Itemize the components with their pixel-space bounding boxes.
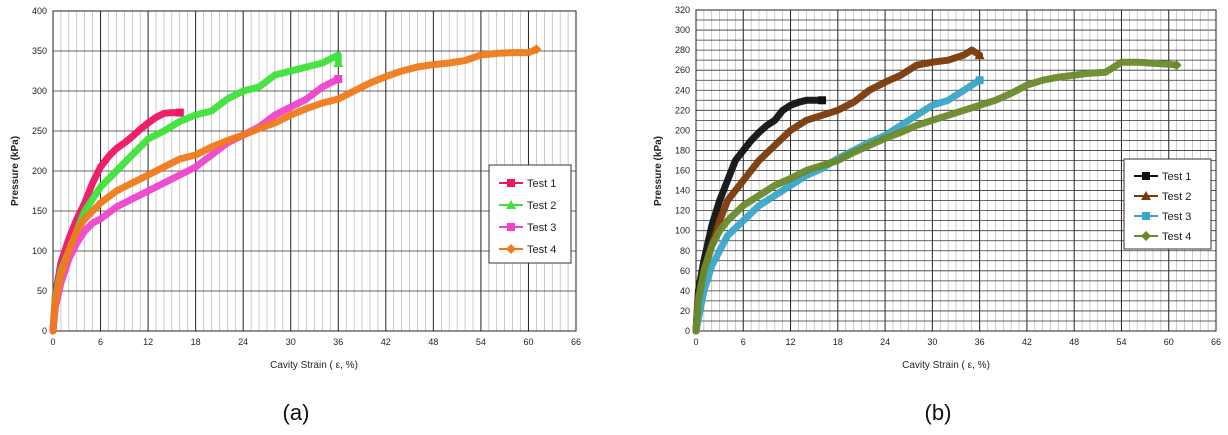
legend-label: Test 2 [1162, 191, 1191, 203]
panel-label-b: (b) [925, 400, 952, 425]
legend-marker [507, 179, 515, 187]
y-tick-label: 300 [675, 25, 690, 35]
x-tick-label: 12 [143, 337, 153, 347]
series-end-marker [531, 44, 542, 55]
legend-marker [506, 200, 516, 209]
y-tick-label: 150 [32, 206, 47, 216]
series-group [49, 44, 542, 335]
series-line-test-1 [49, 109, 184, 335]
series-end-marker [818, 96, 827, 105]
series-line-test-1 [692, 96, 826, 335]
y-tick-label: 100 [32, 246, 47, 256]
series-group [692, 46, 1182, 335]
series-line-test-3 [49, 75, 342, 335]
x-tick-label: 36 [975, 337, 985, 347]
legend-box [488, 164, 572, 264]
y-tick-label: 140 [675, 186, 690, 196]
series-end-marker [333, 58, 344, 67]
legend-label: Test 3 [527, 222, 556, 234]
legend-marker [1141, 191, 1151, 200]
legend-box [1123, 158, 1212, 250]
series-line-test-4 [692, 58, 1181, 335]
chart-panel-b: 0 6 12 18 24 30 36 42 48 54 60 66 0 20 40 60 80 100 120 140… [653, 5, 1221, 371]
y-tick-label: 50 [37, 286, 47, 296]
y-tick-label: 280 [675, 45, 690, 55]
y-tick-label: 160 [675, 166, 690, 176]
legend-label: Test 4 [1162, 231, 1191, 243]
legend: Test 1 Test 2 Test 3 Test 4 [1123, 158, 1212, 250]
legend-marker [1142, 212, 1150, 220]
series-line-test-4 [49, 45, 540, 335]
legend-label: Test 2 [527, 200, 556, 212]
plot-border [52, 10, 577, 332]
x-tick-label: 30 [927, 337, 937, 347]
x-tick-label: 30 [286, 337, 296, 347]
chart-panel-a: 0 6 12 18 24 30 36 42 48 54 60 66 0 50 100 150 200 250 300… [10, 6, 581, 371]
x-tick-label: 54 [1116, 337, 1126, 347]
legend-label: Test 1 [527, 178, 556, 190]
y-axis-title: Pressure (kPa) [10, 136, 21, 206]
x-tick-label: 60 [523, 337, 533, 347]
y-tick-label: 250 [32, 126, 47, 136]
y-tick-label: 100 [675, 226, 690, 236]
y-tick-label: 200 [32, 166, 47, 176]
x-tick-label: 24 [880, 337, 890, 347]
y-tick-label: 0 [42, 326, 47, 336]
x-axis-title: Cavity Strain ( ε, %) [902, 360, 990, 371]
x-tick-label: 66 [1211, 337, 1221, 347]
x-tick-label: 42 [1022, 337, 1032, 347]
legend-marker [507, 223, 515, 231]
x-tick-label: 6 [98, 337, 103, 347]
legend-marker [1141, 231, 1151, 241]
y-tick-label: 120 [675, 206, 690, 216]
y-tick-label: 320 [675, 5, 690, 15]
x-tick-label: 0 [693, 337, 698, 347]
y-tick-label: 180 [675, 145, 690, 155]
series-end-marker [1171, 60, 1182, 71]
legend-label: Test 3 [1162, 211, 1191, 223]
x-axis-title: Cavity Strain ( ε, %) [270, 360, 358, 371]
x-tick-label: 36 [333, 337, 343, 347]
series-end-marker [975, 76, 984, 85]
y-tick-label: 260 [675, 65, 690, 75]
legend: Test 1 Test 2 Test 3 Test 4 [488, 164, 572, 264]
series-end-marker [334, 75, 343, 83]
x-tick-label: 42 [381, 337, 391, 347]
y-tick-label: 80 [680, 246, 690, 256]
y-tick-label: 350 [32, 46, 47, 56]
y-tick-label: 300 [32, 86, 47, 96]
x-tick-label: 54 [476, 337, 486, 347]
y-tick-label: 240 [675, 85, 690, 95]
series-end-marker [974, 50, 985, 60]
legend-label: Test 4 [527, 244, 556, 256]
y-axis-title: Pressure (kPa) [653, 136, 664, 206]
plot-border [695, 9, 1217, 332]
legend-marker [1142, 172, 1150, 180]
y-tick-label: 20 [680, 306, 690, 316]
y-tick-label: 60 [680, 266, 690, 276]
x-tick-label: 0 [50, 337, 55, 347]
x-tick-label: 12 [786, 337, 796, 347]
x-tick-label: 24 [238, 337, 248, 347]
legend-label: Test 1 [1162, 171, 1191, 183]
y-tick-label: 0 [685, 326, 690, 336]
panel-label-a: (a) [283, 400, 310, 425]
series-end-marker [175, 108, 184, 117]
x-tick-label: 48 [1069, 337, 1079, 347]
y-tick-label: 400 [32, 6, 47, 16]
x-tick-label: 6 [741, 337, 746, 347]
x-tick-label: 18 [191, 337, 201, 347]
y-tick-label: 220 [675, 105, 690, 115]
grid [695, 9, 1217, 332]
x-tick-label: 60 [1164, 337, 1174, 347]
x-tick-label: 66 [571, 337, 581, 347]
y-tick-label: 200 [675, 125, 690, 135]
y-tick-label: 40 [680, 286, 690, 296]
legend-marker [506, 244, 516, 254]
x-tick-label: 48 [428, 337, 438, 347]
x-tick-label: 18 [833, 337, 843, 347]
